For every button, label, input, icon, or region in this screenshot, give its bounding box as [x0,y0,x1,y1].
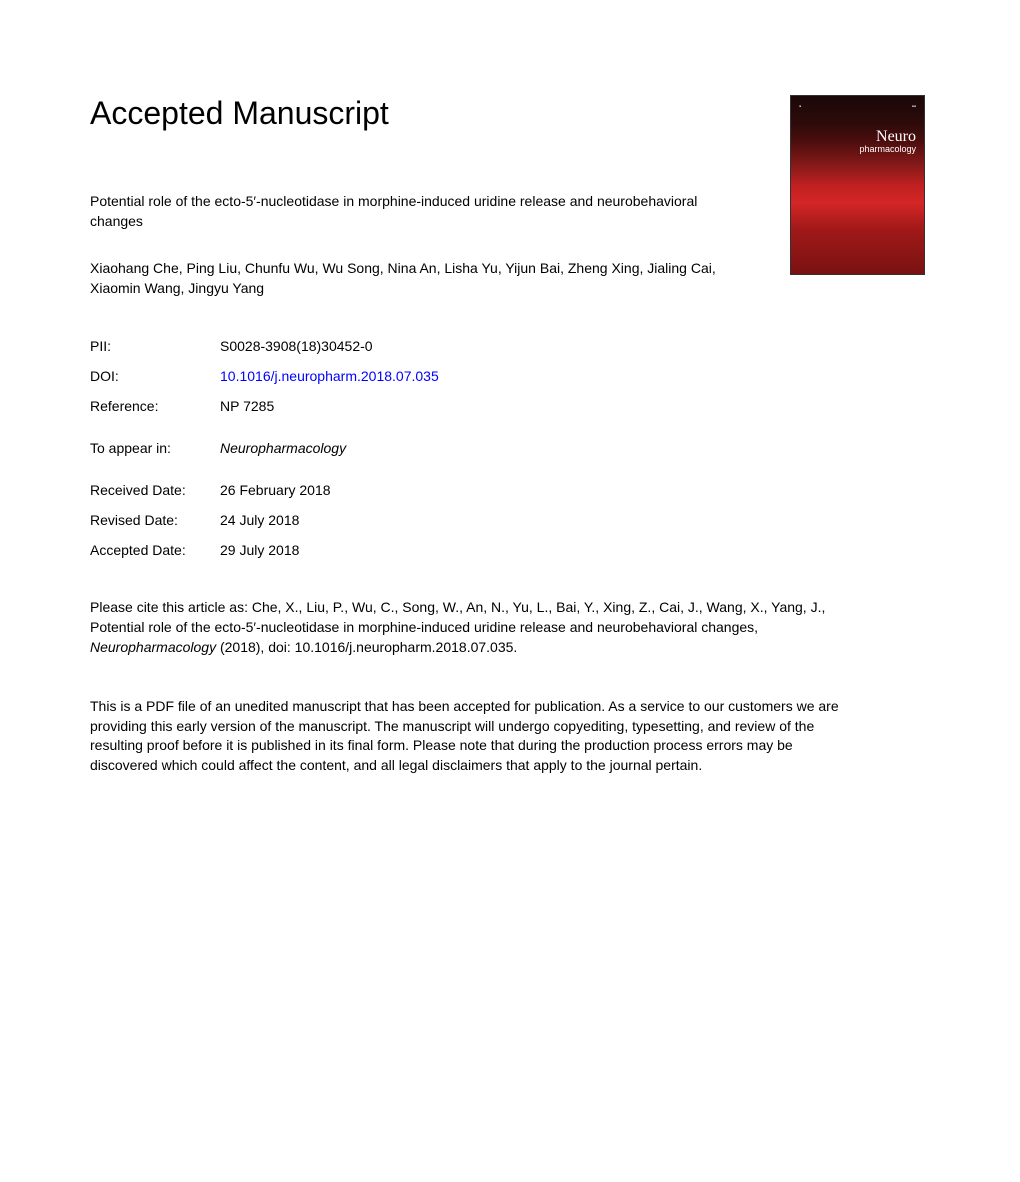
reference-label: Reference: [90,398,220,414]
metadata-block-appear: To appear in: Neuropharmacology [90,440,930,456]
disclaimer-text: This is a PDF file of an unedited manusc… [90,697,860,775]
article-title: Potential role of the ecto-5′-nucleotida… [90,192,710,231]
appear-value: Neuropharmacology [220,440,930,456]
accepted-row: Accepted Date: 29 July 2018 [90,542,930,558]
pii-row: PII: S0028-3908(18)30452-0 [90,338,930,354]
citation-suffix: (2018), doi: 10.1016/j.neuropharm.2018.0… [216,639,517,655]
revised-row: Revised Date: 24 July 2018 [90,512,930,528]
received-value: 26 February 2018 [220,482,930,498]
reference-value: NP 7285 [220,398,930,414]
reference-row: Reference: NP 7285 [90,398,930,414]
revised-label: Revised Date: [90,512,220,528]
appear-label: To appear in: [90,440,220,456]
doi-link[interactable]: 10.1016/j.neuropharm.2018.07.035 [220,368,930,384]
cover-top-marks: ▪ ▪▪ [799,104,916,110]
appear-row: To appear in: Neuropharmacology [90,440,930,456]
pii-label: PII: [90,338,220,354]
doi-row: DOI: 10.1016/j.neuropharm.2018.07.035 [90,368,930,384]
citation-text: Please cite this article as: Che, X., Li… [90,598,860,657]
cover-journal-subtitle: pharmacology [799,144,916,154]
revised-value: 24 July 2018 [220,512,930,528]
citation-prefix: Please cite this article as: Che, X., Li… [90,599,825,635]
doi-label: DOI: [90,368,220,384]
accepted-value: 29 July 2018 [220,542,930,558]
article-authors: Xiaohang Che, Ping Liu, Chunfu Wu, Wu So… [90,259,730,298]
received-row: Received Date: 26 February 2018 [90,482,930,498]
pii-value: S0028-3908(18)30452-0 [220,338,930,354]
received-label: Received Date: [90,482,220,498]
accepted-label: Accepted Date: [90,542,220,558]
journal-cover-thumbnail: ▪ ▪▪ Neuro pharmacology [790,95,925,275]
metadata-block-dates: Received Date: 26 February 2018 Revised … [90,482,930,558]
metadata-block-identifiers: PII: S0028-3908(18)30452-0 DOI: 10.1016/… [90,338,930,414]
citation-journal: Neuropharmacology [90,639,216,655]
